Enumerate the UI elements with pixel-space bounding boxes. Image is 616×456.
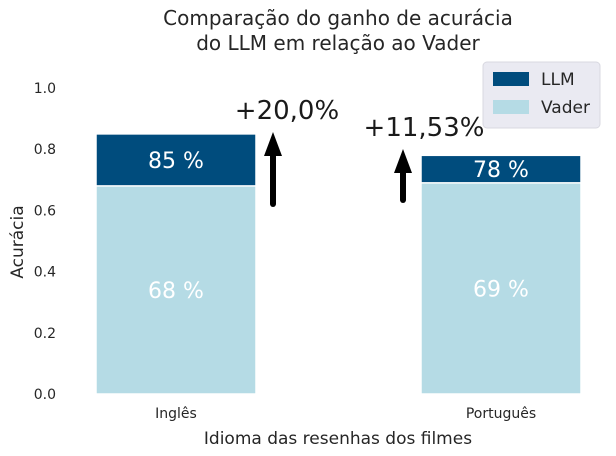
y-axis: 0.0 0.2 0.4 0.6 0.8 1.0 [34,81,56,403]
bars: 85 % 68 % 78 % 69 % [95,133,582,395]
y-tick-label: 0.4 [34,265,56,281]
gain-annotation: +20,0% [235,96,339,126]
bar-label-llm: 78 % [473,158,529,183]
y-tick-label: 0.0 [34,387,56,403]
bar-label-vader: 69 % [473,277,529,302]
y-axis-label: Acurácia [8,205,28,278]
legend: LLM Vader [482,61,601,129]
chart-title-line-1: Comparação do ganho de acurácia [163,6,513,30]
y-tick-label: 0.8 [34,142,56,158]
legend-swatch [493,100,529,114]
legend-label: LLM [541,70,575,90]
legend-swatch [493,72,529,86]
x-axis-label: Idioma das resenhas dos filmes [204,429,472,449]
annotations: +20,0% +11,53% [235,96,485,207]
y-tick-label: 0.2 [34,326,56,342]
arrow-head [394,149,412,173]
x-tick-label: Português [466,406,536,422]
bar-vader [95,185,257,395]
gain-annotation: +11,53% [364,113,485,143]
y-tick-label: 0.6 [34,203,56,219]
arrow-head [264,132,282,156]
y-tick-label: 1.0 [34,81,56,97]
x-axis: Inglês Português [155,406,536,422]
bar-label-llm: 85 % [148,149,204,174]
x-tick-label: Inglês [155,406,197,422]
chart-title-line-2: do LLM em relação ao Vader [196,31,480,55]
bar-vader [420,182,582,395]
legend-label: Vader [541,98,590,118]
bar-label-vader: 68 % [148,279,204,304]
chart-title: Comparação do ganho de acurácia do LLM e… [163,6,513,55]
